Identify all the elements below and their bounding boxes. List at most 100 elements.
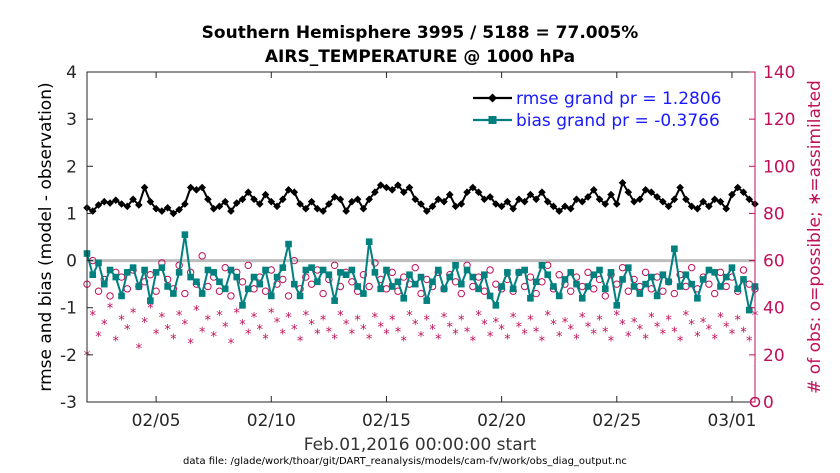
bias-point bbox=[291, 280, 298, 288]
y-tick-label: 2 bbox=[66, 157, 77, 177]
bias-point bbox=[630, 283, 638, 290]
rmse-point bbox=[365, 195, 373, 204]
rmse-point bbox=[693, 204, 702, 213]
bias-point bbox=[100, 280, 108, 288]
rmse-point bbox=[146, 197, 155, 206]
obs-assimilated-point: * bbox=[326, 325, 333, 340]
obs-assimilated-point: * bbox=[567, 323, 574, 338]
y-right-tick-label: 40 bbox=[763, 299, 785, 319]
obs-assimilated-point: * bbox=[136, 342, 143, 357]
bias-point bbox=[360, 290, 367, 297]
obs-possible-point bbox=[641, 268, 650, 277]
obs-assimilated-point: * bbox=[723, 321, 730, 336]
obs-assimilated-point: * bbox=[130, 306, 137, 321]
rmse-point bbox=[728, 190, 736, 199]
bias-series bbox=[83, 231, 759, 314]
obs-assimilated-point: * bbox=[187, 337, 194, 352]
rmse-point bbox=[192, 186, 201, 194]
bias-point bbox=[210, 269, 217, 276]
obs-assimilated-point: * bbox=[107, 302, 114, 317]
bias-point bbox=[446, 273, 454, 281]
obs-possible-point bbox=[739, 266, 748, 274]
obs-assimilated-point: * bbox=[383, 328, 390, 343]
bias-point bbox=[302, 266, 310, 274]
obs-assimilated-point: * bbox=[688, 318, 695, 333]
obs-assimilated-point: * bbox=[625, 330, 632, 345]
rmse-point bbox=[94, 201, 103, 209]
bias-point bbox=[671, 245, 678, 253]
bias-point bbox=[555, 292, 563, 300]
obs-assimilated-point: * bbox=[602, 325, 609, 340]
rmse-point bbox=[140, 183, 149, 192]
bias-point bbox=[244, 285, 252, 293]
rmse-point bbox=[411, 195, 420, 204]
obs-assimilated-point: * bbox=[377, 321, 384, 336]
rmse-point bbox=[348, 197, 356, 206]
obs-assimilated-point: * bbox=[579, 311, 586, 326]
bias-point bbox=[504, 269, 511, 276]
chart-title-line1: Southern Hemisphere 3995 / 5188 = 77.005… bbox=[202, 23, 639, 43]
obs-assimilated-point: * bbox=[665, 314, 672, 329]
obs-assimilated-point: * bbox=[596, 314, 603, 329]
y-tick-label: -1 bbox=[60, 299, 77, 319]
obs-assimilated-point: * bbox=[205, 314, 212, 329]
bias-point bbox=[388, 283, 396, 290]
rmse-point bbox=[359, 204, 368, 213]
bias-point bbox=[532, 278, 540, 286]
obs-assimilated-point: * bbox=[147, 302, 154, 317]
legend-bias-label: bias grand pr = -0.3766 bbox=[516, 111, 720, 131]
obs-assimilated-point: * bbox=[366, 332, 373, 347]
obs-assimilated-point: * bbox=[671, 325, 678, 340]
bias-point bbox=[601, 285, 609, 293]
rmse-point bbox=[405, 183, 414, 192]
bias-point bbox=[227, 266, 235, 274]
obs-possible-point bbox=[624, 287, 633, 295]
obs-assimilated-point: * bbox=[372, 311, 379, 326]
bias-point bbox=[722, 273, 730, 281]
rmse-point bbox=[555, 207, 564, 215]
y-tick-label: 4 bbox=[66, 63, 77, 83]
x-tick-label: 02/05 bbox=[132, 411, 181, 431]
rmse-point bbox=[687, 202, 696, 211]
obs-assimilated-point: * bbox=[694, 330, 701, 345]
rmse-point bbox=[503, 197, 512, 206]
rmse-point bbox=[653, 193, 661, 201]
obs-possible-point bbox=[319, 289, 327, 298]
rmse-point bbox=[152, 204, 160, 213]
bias-point bbox=[400, 294, 408, 302]
rmse-point bbox=[710, 195, 719, 204]
rmse-point bbox=[520, 197, 529, 206]
rmse-point bbox=[106, 199, 114, 207]
bias-point bbox=[665, 278, 672, 286]
bias-point bbox=[682, 271, 690, 279]
obs-assimilated-point: * bbox=[429, 323, 436, 338]
rmse-point bbox=[267, 197, 276, 206]
y-axis-ticks: -3 -2 -1 0 1 2 3 4 bbox=[60, 63, 93, 413]
obs-assimilated-point: * bbox=[539, 335, 546, 350]
data-file-footer: data file: /glade/work/thoar/git/DART_re… bbox=[183, 456, 627, 467]
rmse-point bbox=[221, 197, 230, 206]
bias-point bbox=[250, 273, 258, 281]
obs-assimilated-point: * bbox=[360, 323, 367, 338]
y-right-tick-label: 120 bbox=[763, 110, 795, 130]
rmse-point bbox=[716, 197, 725, 206]
obs-assimilated-point: * bbox=[706, 323, 713, 338]
bias-point bbox=[636, 290, 644, 297]
obs-possible-point bbox=[198, 252, 206, 260]
bias-point bbox=[521, 266, 528, 274]
y-right-axis-ticks: 0 20 40 60 80 100 120 140 bbox=[749, 63, 795, 413]
rmse-point bbox=[129, 195, 137, 204]
rmse-point bbox=[278, 195, 287, 204]
rmse-point bbox=[163, 203, 172, 212]
bias-point bbox=[394, 278, 402, 286]
rmse-point bbox=[612, 200, 621, 208]
bias-point bbox=[469, 273, 477, 281]
rmse-point bbox=[451, 202, 460, 211]
y-right-axis-label: # of obs: o=possible; ∗=assimilated bbox=[805, 80, 825, 394]
bias-point bbox=[314, 278, 321, 286]
rmse-point bbox=[290, 188, 299, 197]
rmse-point bbox=[745, 195, 754, 204]
obs-assimilated-point: * bbox=[320, 314, 327, 329]
y-tick-label: 3 bbox=[66, 110, 77, 130]
obs-assimilated-point: * bbox=[314, 328, 321, 343]
